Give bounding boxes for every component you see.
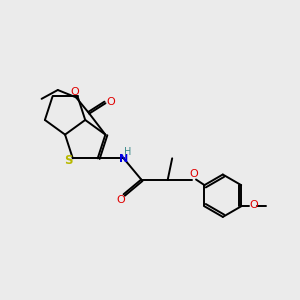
Text: N: N: [119, 154, 128, 164]
Text: O: O: [116, 194, 125, 205]
Text: S: S: [64, 154, 73, 167]
Text: O: O: [249, 200, 258, 210]
Text: O: O: [189, 169, 198, 179]
Text: O: O: [106, 97, 115, 107]
Text: O: O: [71, 87, 80, 98]
Text: H: H: [124, 147, 131, 157]
